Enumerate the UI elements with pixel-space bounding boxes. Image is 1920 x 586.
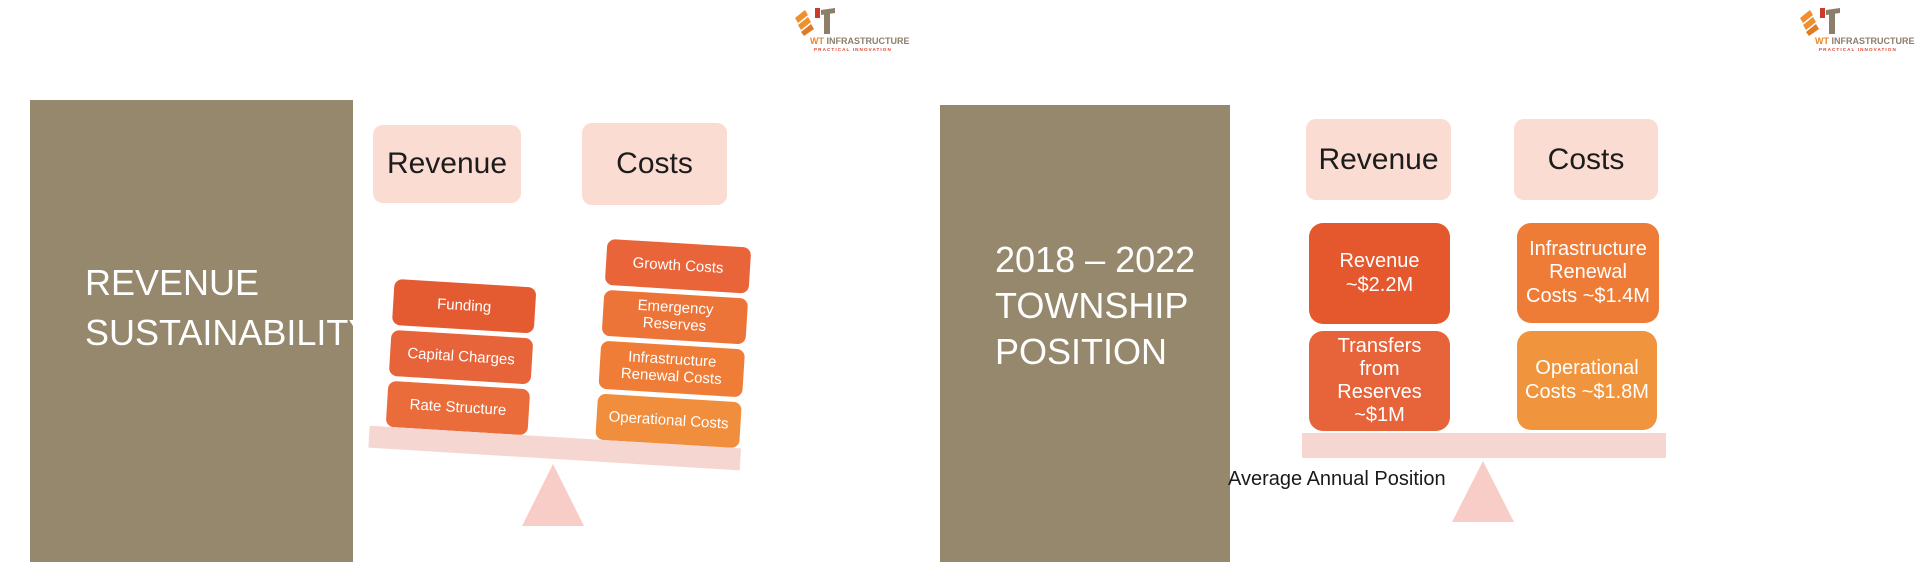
wt-infrastructure-logo: WT INFRASTRUCTURE PRACTICAL INNOVATION: [1800, 8, 1915, 54]
logo-infrastructure: INFRASTRUCTURE: [826, 36, 910, 46]
fulcrum-triangle: [1452, 461, 1514, 522]
wt-infrastructure-logo: WT INFRASTRUCTURE PRACTICAL INNOVATION: [795, 8, 910, 54]
logo-tagline: PRACTICAL INNOVATION: [1819, 47, 1897, 52]
title-panel-revenue-sustainability: REVENUE SUSTAINABILITY: [30, 100, 372, 562]
seesaw-beam: [1302, 433, 1666, 458]
costs-box-infrastructure-renewal: Infrastructure Renewal Costs ~$1.4M: [1517, 223, 1659, 323]
title-line-2: SUSTAINABILITY: [85, 312, 373, 353]
title-line-3: POSITION: [995, 331, 1168, 372]
fulcrum-triangle: [522, 464, 584, 526]
wt-logo-icon: [795, 8, 835, 36]
revenue-box-annual-revenue: Revenue ~$2.2M: [1309, 223, 1450, 324]
logo-wt: WT: [1815, 36, 1829, 46]
revenue-header: Revenue: [373, 125, 521, 203]
logo-brand-text: WT INFRASTRUCTURE: [810, 36, 910, 46]
title-line-2: TOWNSHIP: [995, 285, 1189, 326]
slide-title: REVENUE SUSTAINABILITY: [85, 258, 372, 358]
title-line-1: REVENUE: [85, 262, 260, 303]
logo-brand-text: WT INFRASTRUCTURE: [1815, 36, 1915, 46]
average-annual-position-label: Average Annual Position: [1228, 468, 1446, 490]
costs-header: Costs: [582, 123, 727, 205]
title-line-1: 2018 – 2022: [995, 239, 1196, 280]
revenue-header: Revenue: [1306, 119, 1451, 200]
logo-infrastructure: INFRASTRUCTURE: [1831, 36, 1915, 46]
logo-wt: WT: [810, 36, 824, 46]
logo-tagline: PRACTICAL INNOVATION: [814, 47, 892, 52]
revenue-box-transfers-from-reserves: Transfers from Reserves ~$1M: [1309, 331, 1450, 431]
title-panel-township-position: 2018 – 2022 TOWNSHIP POSITION: [940, 105, 1230, 562]
costs-box-operational: Operational Costs ~$1.8M: [1517, 331, 1657, 430]
wt-logo-icon: [1800, 8, 1840, 36]
costs-header: Costs: [1514, 119, 1658, 200]
slide-title: 2018 – 2022 TOWNSHIP POSITION: [995, 237, 1195, 375]
